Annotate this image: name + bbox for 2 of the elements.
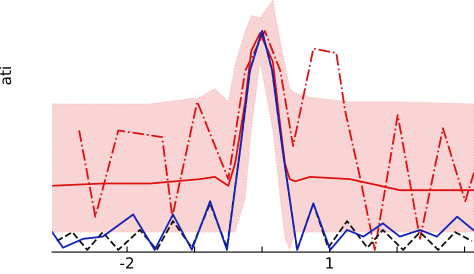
x-tick-label: -2: [120, 257, 134, 269]
x-tick-label: 1: [326, 257, 334, 269]
